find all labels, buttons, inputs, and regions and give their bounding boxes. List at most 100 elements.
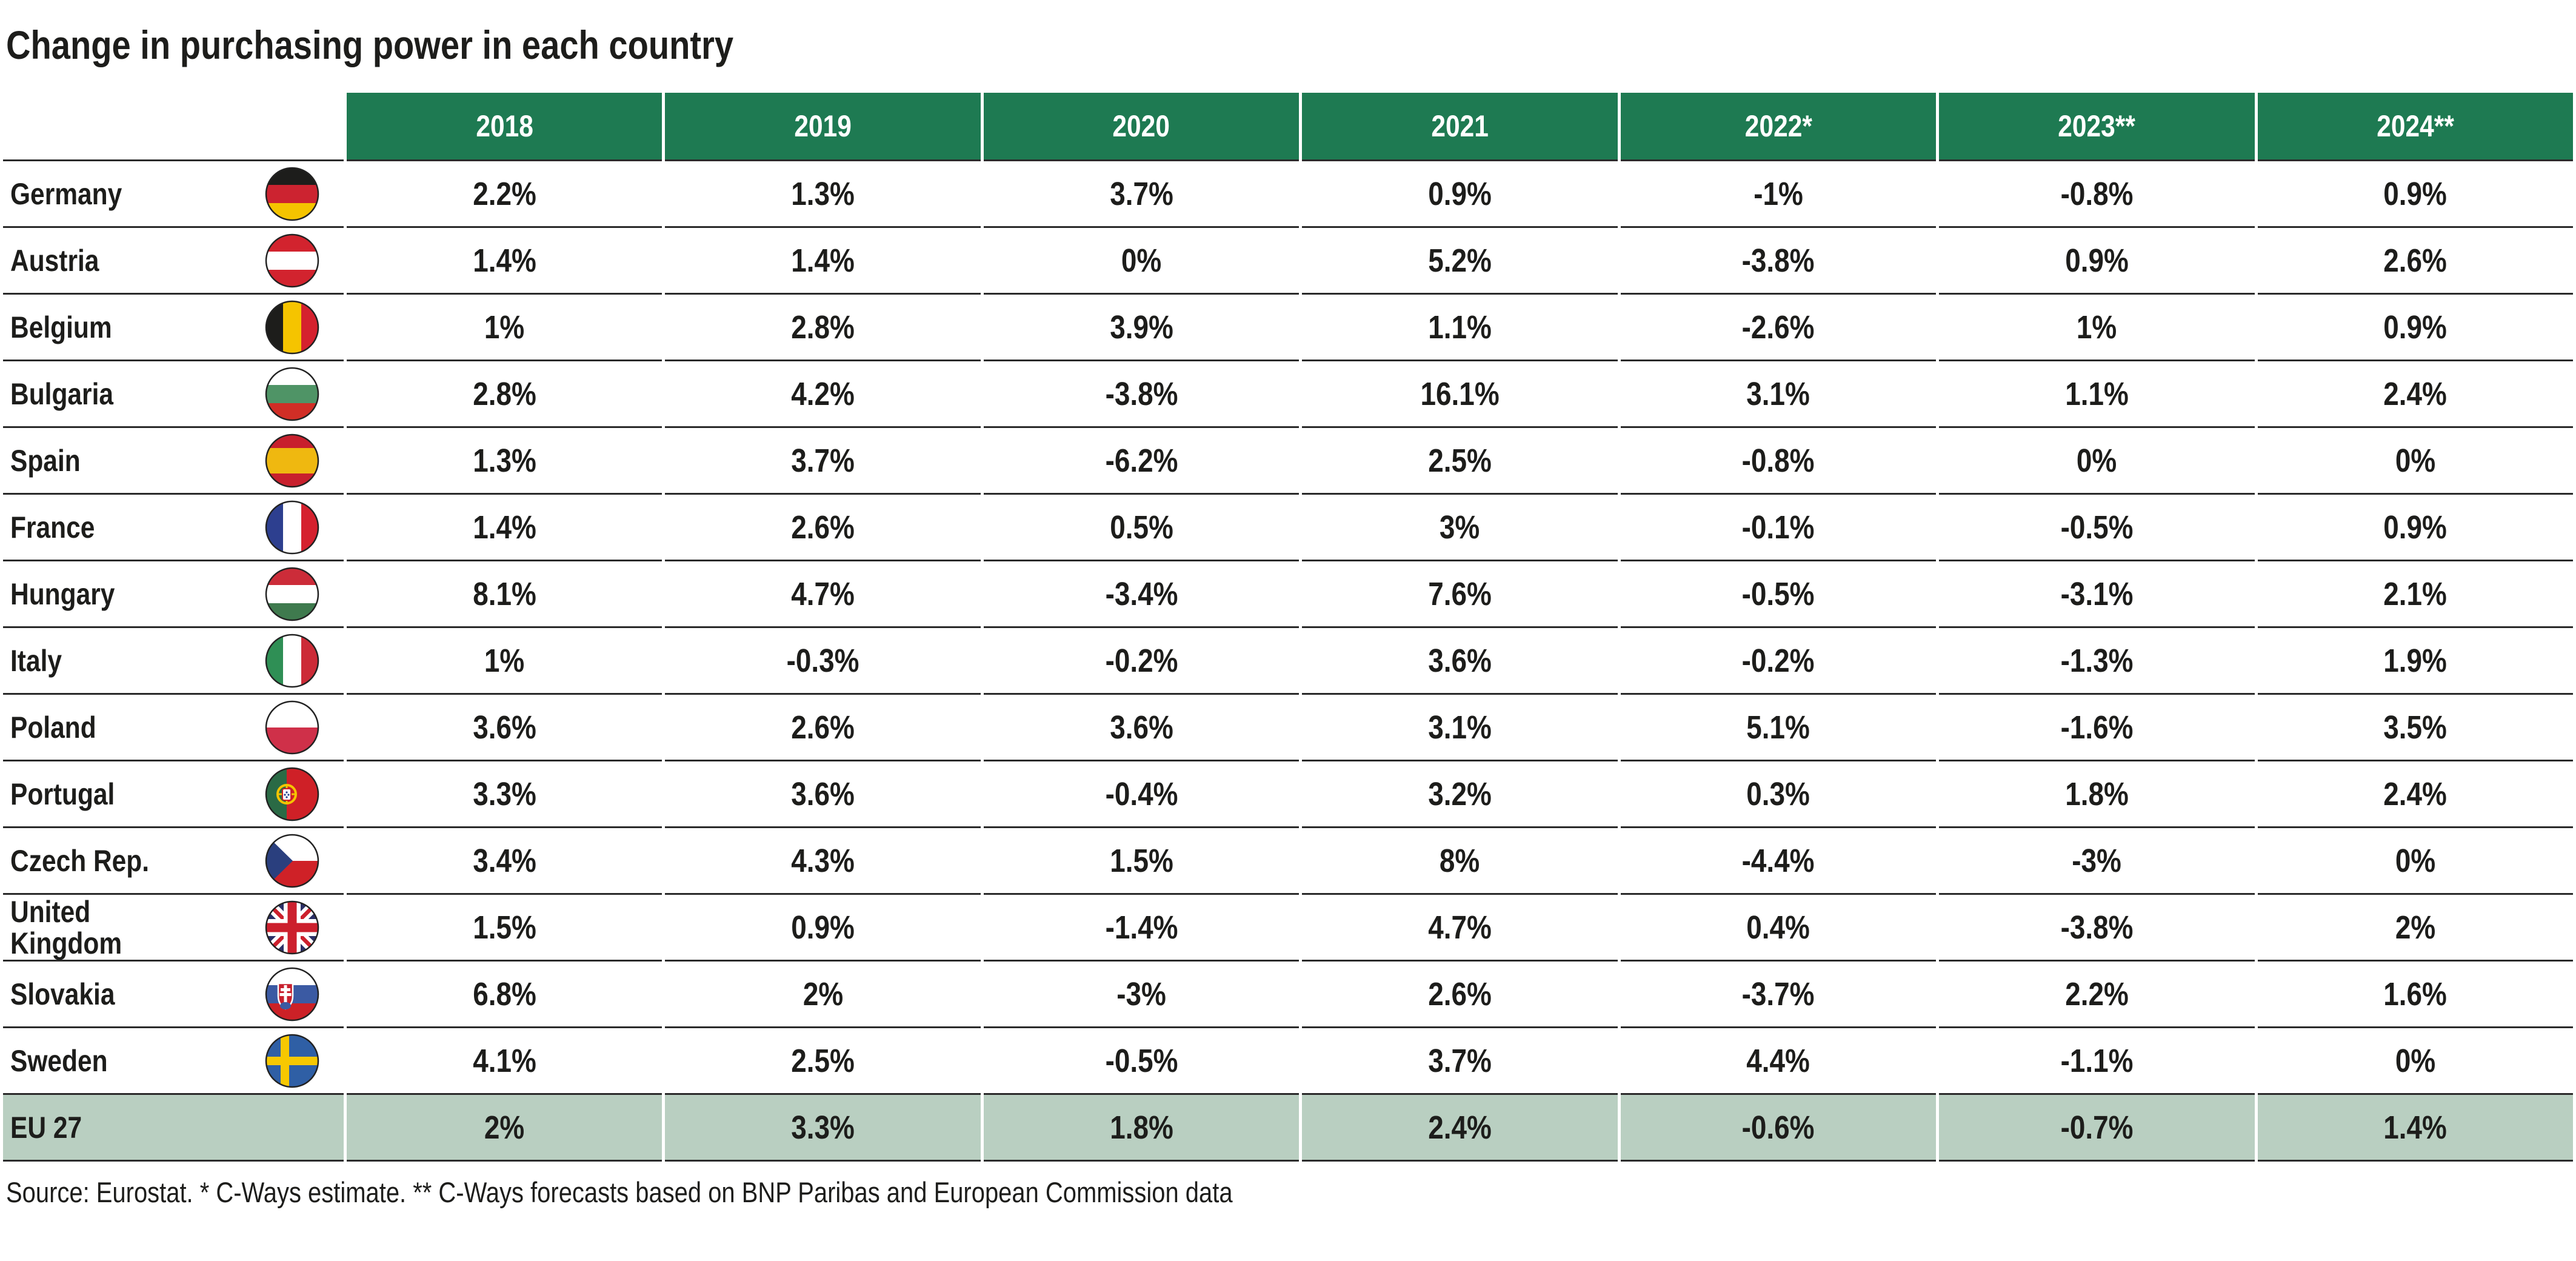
value-cell: -0.5% xyxy=(983,1028,1300,1095)
value-cell: -1.4% xyxy=(983,895,1300,962)
country-cell: Austria xyxy=(3,228,344,295)
value-cell: -0.7% xyxy=(1939,1095,2255,1162)
purchasing-power-table: 2018 2019 2020 2021 2022* 2023** 2024** Germany… xyxy=(0,93,2576,1162)
value-cell: 1.3% xyxy=(347,428,662,495)
value-cell: -0.1% xyxy=(1620,495,1937,561)
value-cell: -3.4% xyxy=(983,561,1300,628)
value-cell: 1.3% xyxy=(665,161,981,228)
france-flag-icon xyxy=(265,500,319,555)
value-cell: -0.2% xyxy=(983,628,1300,695)
country-cell: Czech Rep. xyxy=(3,828,344,895)
value-cell: 7.6% xyxy=(1302,561,1618,628)
country-cell: Portugal xyxy=(3,761,344,828)
hungary-flag-icon xyxy=(265,567,319,621)
country-cell: Poland xyxy=(3,695,344,761)
value-cell: -0.6% xyxy=(1620,1095,1937,1162)
value-cell: 0% xyxy=(2257,828,2573,895)
table-row: Spain 1.3% 3.7% -6.2% 2.5% -0.8% 0% 0% xyxy=(3,428,2573,495)
year-column-header: 2024** xyxy=(2257,93,2573,161)
value-cell: -1.1% xyxy=(1939,1028,2255,1095)
italy-flag-icon xyxy=(265,634,319,688)
value-cell: 5.1% xyxy=(1620,695,1937,761)
value-cell: 1% xyxy=(347,628,662,695)
value-cell: 1.4% xyxy=(347,228,662,295)
value-cell: 8% xyxy=(1302,828,1618,895)
year-column-header: 2020 xyxy=(983,93,1300,161)
table-row: Portugal 3.3% 3.6% -0.4% 3.2% 0.3% 1.8% 2.4% xyxy=(3,761,2573,828)
value-cell: 3.3% xyxy=(347,761,662,828)
table-row: Sweden 4.1% 2.5% -0.5% 3.7% 4.4% -1.1% 0% xyxy=(3,1028,2573,1095)
country-cell: Spain xyxy=(3,428,344,495)
value-cell: 2.8% xyxy=(347,361,662,428)
belgium-flag-icon xyxy=(265,300,319,355)
country-label: Sweden xyxy=(10,1043,108,1078)
value-cell: 3.7% xyxy=(983,161,1300,228)
table-row: Austria 1.4% 1.4% 0% 5.2% -3.8% 0.9% 2.6% xyxy=(3,228,2573,295)
table-row: Bulgaria 2.8% 4.2% -3.8% 16.1% 3.1% 1.1% 2.4% xyxy=(3,361,2573,428)
value-cell: 2.2% xyxy=(1939,962,2255,1028)
value-cell: 2.6% xyxy=(665,495,981,561)
country-label: Spain xyxy=(10,443,81,478)
sweden-flag-icon xyxy=(265,1034,319,1088)
country-cell: EU 27 xyxy=(3,1095,344,1162)
value-cell: 1.4% xyxy=(665,228,981,295)
value-cell: 0.9% xyxy=(1302,161,1618,228)
value-cell: 2% xyxy=(665,962,981,1028)
table-row: United Kingdom 1.5% 0.9% -1.4% 4.7% 0.4% -3.8%… xyxy=(3,895,2573,962)
value-cell: 3.7% xyxy=(665,428,981,495)
country-cell: Germany xyxy=(3,161,344,228)
table-row: Italy 1% -0.3% -0.2% 3.6% -0.2% -1.3% 1.9% xyxy=(3,628,2573,695)
year-column-header: 2019 xyxy=(665,93,981,161)
country-label: Portugal xyxy=(10,777,115,811)
table-header-row: 2018 2019 2020 2021 2022* 2023** 2024** xyxy=(3,93,2573,161)
value-cell: 0.9% xyxy=(2257,495,2573,561)
value-cell: -3% xyxy=(983,962,1300,1028)
country-cell: Hungary xyxy=(3,561,344,628)
value-cell: -0.4% xyxy=(983,761,1300,828)
value-cell: 2.5% xyxy=(665,1028,981,1095)
value-cell: 0.9% xyxy=(2257,295,2573,361)
value-cell: -1.3% xyxy=(1939,628,2255,695)
value-cell: 0.9% xyxy=(2257,161,2573,228)
country-cell: Belgium xyxy=(3,295,344,361)
value-cell: -0.5% xyxy=(1620,561,1937,628)
value-cell: 5.2% xyxy=(1302,228,1618,295)
value-cell: 1.8% xyxy=(983,1095,1300,1162)
country-cell: Sweden xyxy=(3,1028,344,1095)
austria-flag-icon xyxy=(265,233,319,288)
country-cell: Bulgaria xyxy=(3,361,344,428)
table-row: Czech Rep. 3.4% 4.3% 1.5% 8% -4.4% -3% 0% xyxy=(3,828,2573,895)
country-label: Bulgaria xyxy=(10,376,114,411)
germany-flag-icon xyxy=(265,167,319,221)
value-cell: 1.6% xyxy=(2257,962,2573,1028)
value-cell: 3.9% xyxy=(983,295,1300,361)
value-cell: -2.6% xyxy=(1620,295,1937,361)
table-row: Belgium 1% 2.8% 3.9% 1.1% -2.6% 1% 0.9% xyxy=(3,295,2573,361)
value-cell: 0% xyxy=(2257,428,2573,495)
value-cell: 2.4% xyxy=(2257,761,2573,828)
value-cell: 1.1% xyxy=(1302,295,1618,361)
country-label: EU 27 xyxy=(10,1110,82,1145)
value-cell: 0% xyxy=(2257,1028,2573,1095)
table-row: Hungary 8.1% 4.7% -3.4% 7.6% -0.5% -3.1% 2.1% xyxy=(3,561,2573,628)
value-cell: 1.1% xyxy=(1939,361,2255,428)
value-cell: 4.7% xyxy=(1302,895,1618,962)
value-cell: 1% xyxy=(347,295,662,361)
value-cell: 1.5% xyxy=(983,828,1300,895)
value-cell: 3.6% xyxy=(983,695,1300,761)
country-label: Germany xyxy=(10,176,122,211)
table-row: Slovakia 6.8% 2% -3% 2.6% -3.7% 2.2% 1.6% xyxy=(3,962,2573,1028)
value-cell: -3.8% xyxy=(983,361,1300,428)
value-cell: 1.4% xyxy=(2257,1095,2573,1162)
value-cell: 0.4% xyxy=(1620,895,1937,962)
value-cell: -0.3% xyxy=(665,628,981,695)
value-cell: 8.1% xyxy=(347,561,662,628)
poland-flag-icon xyxy=(265,700,319,755)
value-cell: 1.4% xyxy=(347,495,662,561)
table-row: Germany 2.2% 1.3% 3.7% 0.9% -1% -0.8% 0.9% xyxy=(3,161,2573,228)
value-cell: 2.8% xyxy=(665,295,981,361)
value-cell: 2% xyxy=(347,1095,662,1162)
country-label: Czech Rep. xyxy=(10,843,150,878)
bulgaria-flag-icon xyxy=(265,367,319,421)
czech-republic-flag-icon xyxy=(265,834,319,888)
